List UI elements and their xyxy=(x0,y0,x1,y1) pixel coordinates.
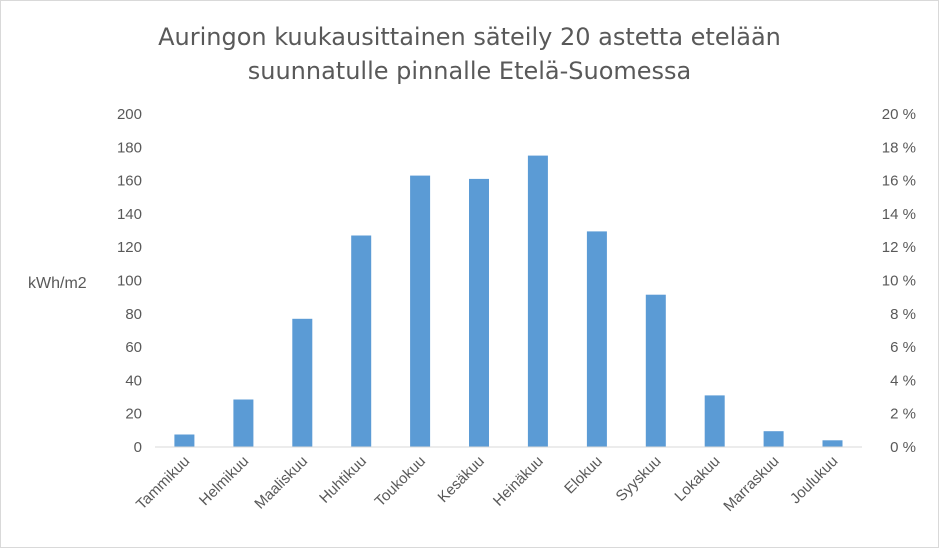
bar-joulukuu xyxy=(822,440,843,447)
chart-title-line-1: Auringon kuukausittainen säteily 20 aste… xyxy=(158,23,781,51)
y-tick-label: 180 xyxy=(117,139,142,156)
chart-title: Auringon kuukausittainen säteily 20 aste… xyxy=(0,20,939,88)
x-tick-label: Toukokuu xyxy=(372,453,429,510)
bar-kesäkuu xyxy=(469,178,489,447)
x-tick-label: Marraskuu xyxy=(720,453,782,515)
x-tick-label: Elokuu xyxy=(561,453,605,497)
y-tick-label: 40 xyxy=(125,372,142,389)
bar-elokuu xyxy=(586,231,607,447)
bar-marraskuu xyxy=(763,431,784,447)
y2-tick-label: 4 % xyxy=(890,372,916,389)
x-tick-label: Tammikuu xyxy=(133,453,193,513)
y-tick-label: 100 xyxy=(117,273,142,290)
y-tick-label: 60 xyxy=(125,339,142,356)
y2-tick-label: 6 % xyxy=(890,339,916,356)
y-tick-label: 140 xyxy=(117,206,142,223)
x-tick-label: Kesäkuu xyxy=(435,453,488,506)
bar-maaliskuu xyxy=(292,318,313,447)
bar-toukokuu xyxy=(410,175,431,447)
x-tick-label: Helmikuu xyxy=(196,453,252,509)
x-tick-label: Joulukuu xyxy=(787,453,841,507)
y2-tick-label: 10 % xyxy=(882,273,916,290)
y2-tick-label: 20 % xyxy=(882,106,916,123)
y-tick-label: 120 xyxy=(117,239,142,256)
y2-tick-label: 12 % xyxy=(882,239,916,256)
chart-title-line-2: suunnatulle pinnalle Etelä-Suomessa xyxy=(247,57,692,85)
y-tick-label: 80 xyxy=(125,306,142,323)
x-tick-label: Huhtikuu xyxy=(316,453,370,507)
bar-lokakuu xyxy=(704,395,725,447)
y-tick-label: 20 xyxy=(125,406,142,423)
y-axis-label: kWh/m2 xyxy=(28,275,87,292)
x-tick-label: Maaliskuu xyxy=(251,453,311,513)
y2-tick-label: 0 % xyxy=(890,439,916,456)
y2-tick-label: 8 % xyxy=(890,306,916,323)
bar-helmikuu xyxy=(233,399,254,447)
y-tick-label: 0 xyxy=(134,439,142,456)
bar-huhtikuu xyxy=(351,235,372,447)
x-tick-label: Syyskuu xyxy=(613,453,665,505)
bar-heinäkuu xyxy=(527,155,548,447)
bar-tammikuu xyxy=(174,434,195,447)
y2-tick-label: 14 % xyxy=(882,206,916,223)
bar-syyskuu xyxy=(645,294,666,447)
y-tick-label: 160 xyxy=(117,173,142,190)
y2-tick-label: 18 % xyxy=(882,139,916,156)
y-tick-label: 200 xyxy=(117,106,142,123)
y2-tick-label: 16 % xyxy=(882,173,916,190)
y2-tick-label: 2 % xyxy=(890,406,916,423)
x-tick-label: Heinäkuu xyxy=(490,453,547,510)
x-tick-label: Lokakuu xyxy=(671,453,723,505)
